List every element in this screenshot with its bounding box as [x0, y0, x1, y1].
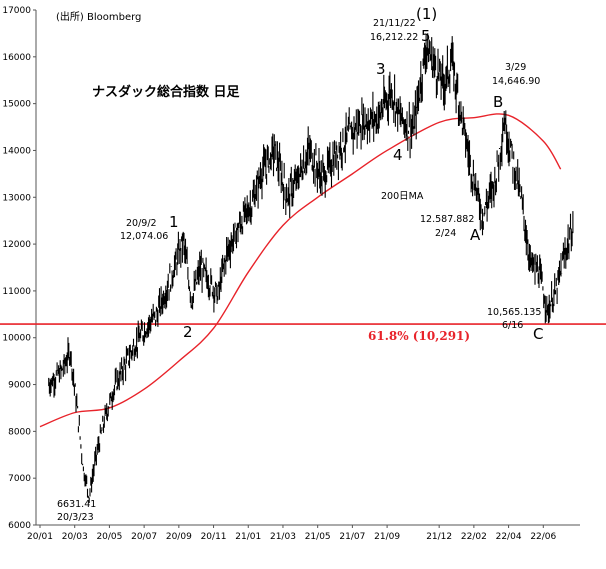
price-bars-group: [48, 33, 574, 503]
top-date: 21/11/22: [373, 18, 416, 29]
peak-1-date: 20/9/2: [126, 218, 157, 229]
wave-a-label: A: [470, 226, 481, 244]
y-tick-label: 14000: [2, 146, 31, 156]
source-label: (出所) Bloomberg: [56, 12, 142, 23]
wave-c-label: C: [533, 325, 544, 343]
wave-1-label: 1: [169, 213, 179, 231]
price-daily-bars: [48, 33, 574, 503]
x-tick-label: 21/09: [374, 532, 400, 542]
wave-2-label: 2: [183, 323, 193, 341]
x-tick-label: 20/01: [27, 532, 53, 542]
a-date: 2/24: [435, 228, 457, 239]
wave-5-label: 5: [421, 27, 431, 45]
y-tick-label: 13000: [2, 193, 31, 203]
y-tick-label: 8000: [8, 427, 31, 437]
y-tick-label: 9000: [8, 381, 31, 391]
y-tick-label: 7000: [8, 474, 31, 484]
x-tick-label: 21/03: [270, 532, 296, 542]
x-tick-label: 20/03: [62, 532, 88, 542]
wave-4-label: 4: [393, 146, 403, 164]
x-tick-label: 22/02: [461, 532, 487, 542]
y-tick-label: 15000: [2, 100, 31, 110]
x-tick-label: 20/05: [96, 532, 122, 542]
axes: 6000 7000 8000 9000 10000 11000 12000 13000 1400…: [2, 6, 580, 542]
peak-1-value: 12,074.06: [120, 231, 169, 242]
x-tick-label: 21/07: [339, 532, 365, 542]
b-date: 3/29: [505, 62, 527, 73]
x-tick-label: 21/01: [235, 532, 261, 542]
chart-title: ナスダック総合指数 日足: [92, 85, 240, 100]
x-tick-label: 20/09: [166, 532, 192, 542]
wave-b-label: B: [493, 93, 504, 111]
y-tick-label: 12000: [2, 240, 31, 250]
y-tick-label: 17000: [2, 6, 31, 16]
x-tick-label: 20/07: [131, 532, 157, 542]
x-tick-label: 22/04: [496, 532, 522, 542]
ma-200-line: [39, 113, 562, 428]
x-tick-label: 21/05: [305, 532, 331, 542]
y-tick-label: 11000: [2, 287, 31, 297]
a-value: 12.587.882: [420, 214, 475, 225]
y-tick-label: 16000: [2, 53, 31, 63]
ma-line-group: [39, 113, 562, 428]
y-tick-label: 10000: [2, 334, 31, 344]
x-tick-label: 22/06: [530, 532, 556, 542]
x-tick-label: 21/12: [426, 532, 452, 542]
low-2020-date: 20/3/23: [57, 512, 94, 523]
fib-label: 61.8% (10,291): [368, 329, 471, 343]
c-value: 10,565.135: [487, 307, 542, 318]
wave-big-1-label: (1): [416, 5, 438, 23]
b-value: 14,646.90: [492, 76, 541, 87]
low-2020-value: 6631.41: [57, 499, 97, 510]
wave-3-label: 3: [376, 60, 386, 78]
top-value: 16,212.22: [370, 32, 419, 43]
ma-label: 200日MA: [381, 191, 424, 202]
c-date: 6/16: [502, 320, 524, 331]
x-tick-label: 20/11: [201, 532, 227, 542]
y-tick-label: 6000: [8, 521, 31, 531]
